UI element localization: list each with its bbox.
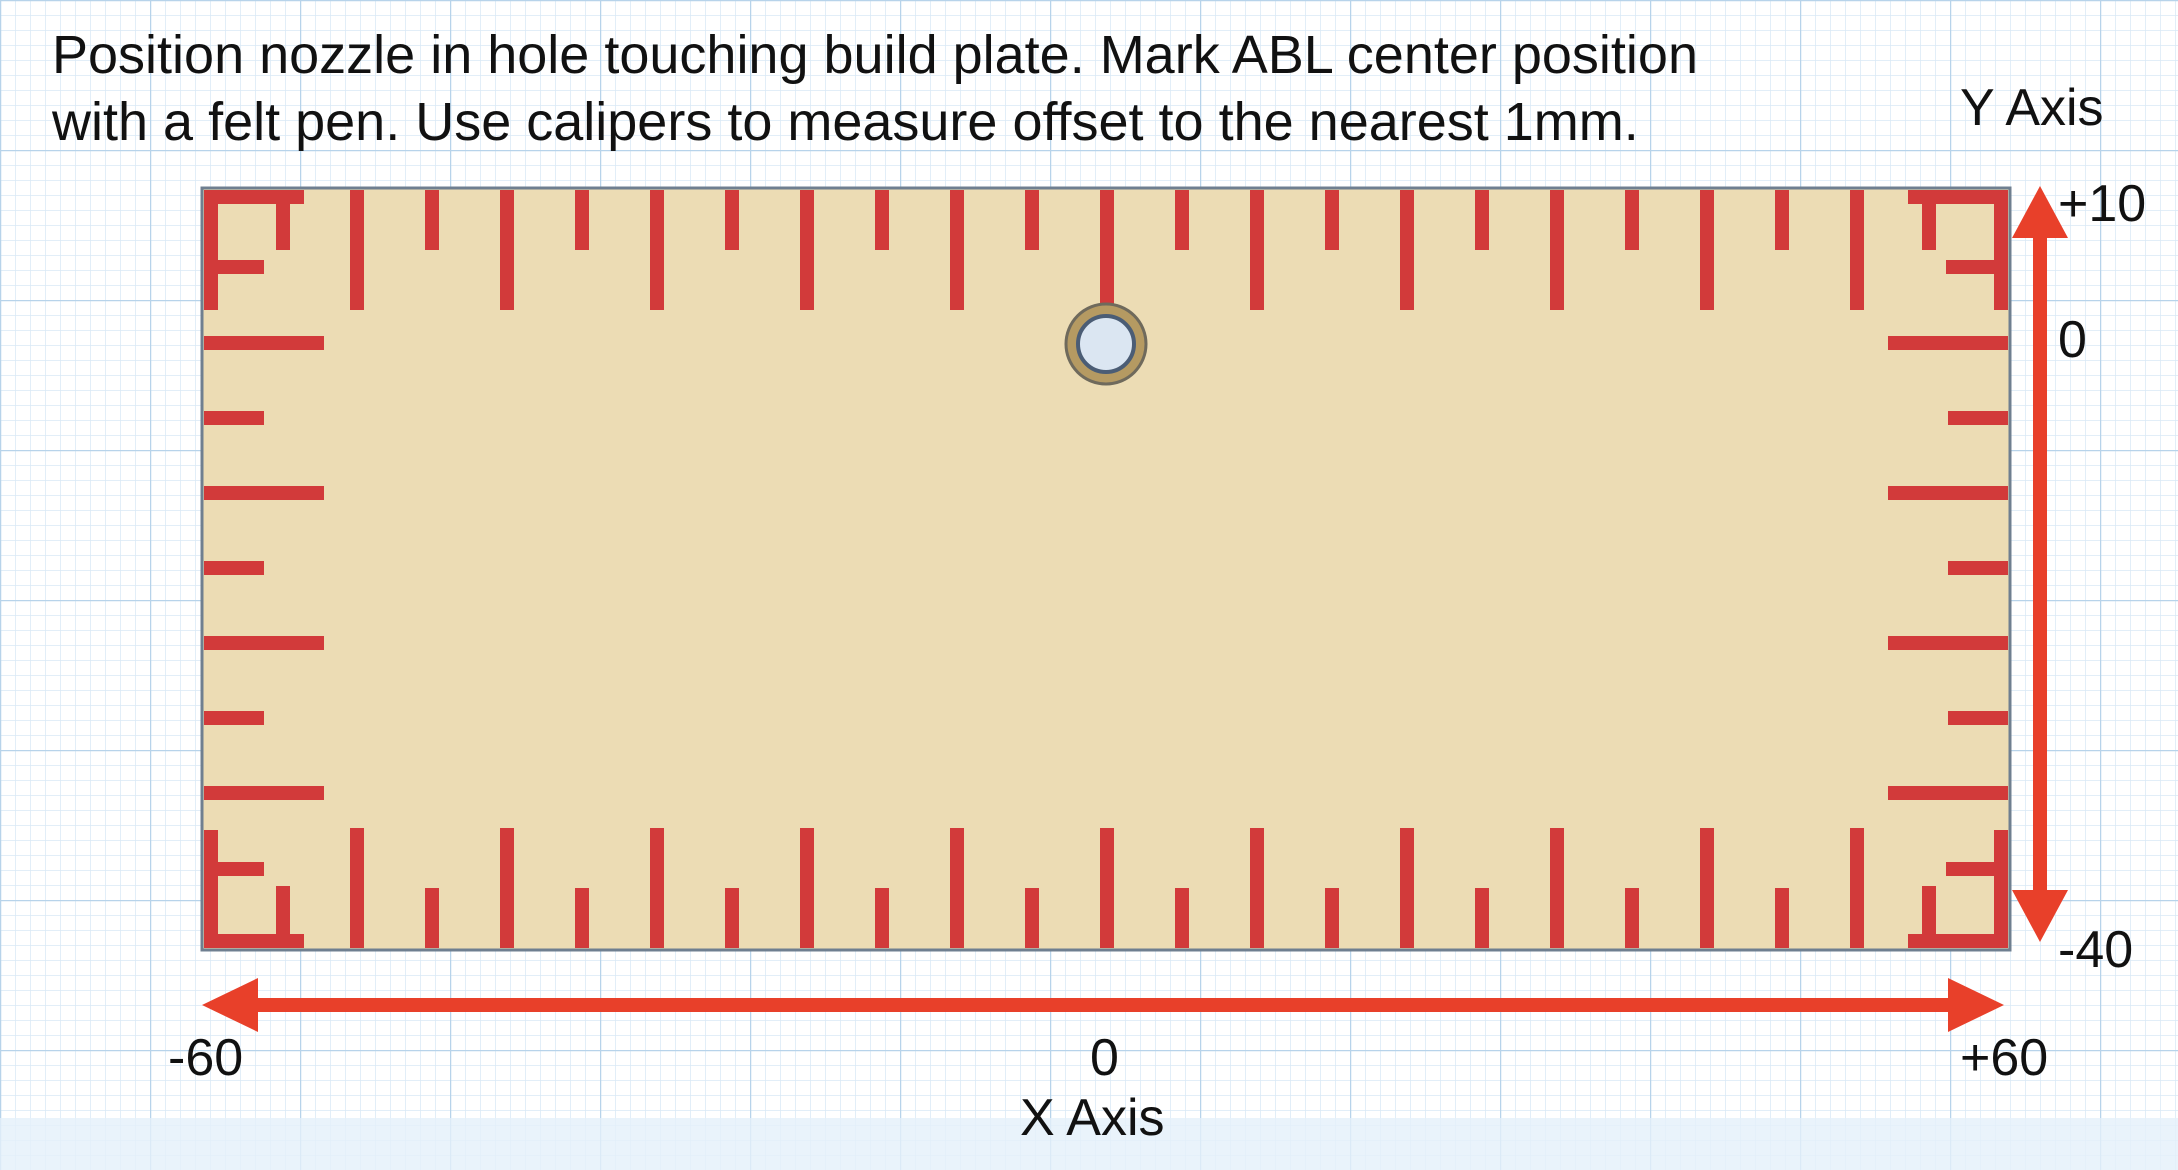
right-edge-tick (1948, 711, 2008, 725)
top-long-tick (1550, 190, 1564, 310)
left-edge-tick (204, 711, 264, 725)
top-long-tick (950, 190, 964, 310)
corner-bracket-bottom-left (276, 886, 290, 948)
corner-bracket-bottom-right (1994, 830, 2008, 948)
x-axis-max-label: +60 (1960, 1029, 2049, 1087)
top-short-tick (575, 190, 589, 250)
instructions-line-2: with a felt pen. Use calipers to measure… (52, 92, 1639, 152)
right-edge-tick (1888, 336, 2008, 350)
abl-hole-inner (1076, 314, 1136, 374)
top-short-tick (1175, 190, 1189, 250)
bottom-short-tick (1025, 888, 1039, 948)
bottom-long-tick (350, 828, 364, 948)
top-long-tick (1100, 190, 1114, 310)
x-axis-title: X Axis (1020, 1089, 1165, 1147)
top-long-tick (650, 190, 664, 310)
corner-bracket-top-right (1946, 260, 2006, 274)
right-edge-tick (1888, 636, 2008, 650)
right-edge-tick (1888, 786, 2008, 800)
abl-hole (1064, 302, 1148, 386)
corner-brackets (204, 190, 2008, 948)
corner-bracket-top-right (1994, 190, 2008, 310)
x-axis-zero-label: 0 (1090, 1029, 1119, 1087)
top-long-tick (1700, 190, 1714, 310)
top-short-tick (725, 190, 739, 250)
left-edge-tick (204, 786, 324, 800)
left-edge-tick (204, 561, 264, 575)
bottom-long-tick (1700, 828, 1714, 948)
left-edge-tick (204, 636, 324, 650)
top-long-tick (500, 190, 514, 310)
top-long-tick (800, 190, 814, 310)
instructions-line-1: Position nozzle in hole touching build p… (52, 25, 1698, 85)
bottom-short-tick (875, 888, 889, 948)
corner-bracket-bottom-right (1946, 862, 2006, 876)
corner-bracket-bottom-left (204, 862, 264, 876)
instructions-text: Position nozzle in hole touching build p… (52, 22, 1698, 156)
right-edge-tick (1888, 486, 2008, 500)
corner-bracket-top-right (1922, 190, 1936, 250)
top-long-tick (350, 190, 364, 310)
bottom-long-tick (1250, 828, 1264, 948)
x-axis-min-label: -60 (168, 1029, 244, 1087)
x-axis-arrow-shaft (248, 998, 1960, 1012)
top-short-tick (875, 190, 889, 250)
left-edge-tick (204, 486, 324, 500)
y-axis-arrow (2012, 186, 2068, 942)
y-axis-arrow-head-down (2012, 890, 2068, 942)
bottom-short-tick (1625, 888, 1639, 948)
right-edge-tick (1948, 561, 2008, 575)
top-short-tick (1025, 190, 1039, 250)
y-axis-max-label: +10 (2058, 175, 2147, 233)
bottom-short-tick (425, 888, 439, 948)
corner-bracket-bottom-right (1922, 886, 1936, 948)
y-axis-arrow-shaft (2033, 228, 2047, 902)
bottom-long-tick (1400, 828, 1414, 948)
top-long-tick (1400, 190, 1414, 310)
bottom-band (0, 1118, 2178, 1170)
bottom-long-tick (800, 828, 814, 948)
y-axis-zero-label: 0 (2058, 311, 2087, 369)
x-axis-arrow-head-right (1948, 978, 2004, 1032)
tick-marks (204, 190, 2008, 948)
top-short-tick (1475, 190, 1489, 250)
x-axis-arrow (202, 978, 2004, 1032)
right-edge-tick (1948, 411, 2008, 425)
bottom-short-tick (1175, 888, 1189, 948)
bottom-short-tick (1475, 888, 1489, 948)
y-axis-arrow-head-up (2012, 186, 2068, 238)
top-short-tick (1625, 190, 1639, 250)
bottom-long-tick (950, 828, 964, 948)
corner-bracket-top-left (276, 190, 290, 250)
top-long-tick (1250, 190, 1264, 310)
bottom-short-tick (1325, 888, 1339, 948)
corner-bracket-bottom-left (204, 830, 218, 948)
left-edge-tick (204, 336, 324, 350)
bottom-long-tick (650, 828, 664, 948)
bottom-long-tick (1100, 828, 1114, 948)
bottom-short-tick (575, 888, 589, 948)
top-short-tick (425, 190, 439, 250)
top-short-tick (1775, 190, 1789, 250)
top-long-tick (1850, 190, 1864, 310)
corner-bracket-top-left (204, 190, 218, 310)
bottom-long-tick (1850, 828, 1864, 948)
left-edge-tick (204, 411, 264, 425)
bottom-short-tick (725, 888, 739, 948)
bottom-long-tick (1550, 828, 1564, 948)
corner-bracket-top-left (204, 260, 264, 274)
bottom-short-tick (1775, 888, 1789, 948)
bottom-long-tick (500, 828, 514, 948)
y-axis-title: Y Axis (1960, 79, 2104, 137)
top-short-tick (1325, 190, 1339, 250)
x-axis-arrow-head-left (202, 978, 258, 1032)
y-axis-min-label: -40 (2058, 921, 2134, 979)
